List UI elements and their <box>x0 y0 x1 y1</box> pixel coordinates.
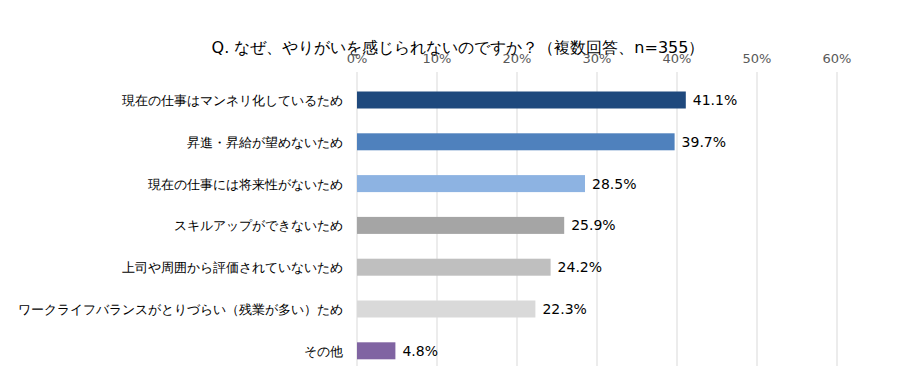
bar <box>357 217 564 234</box>
grid-line <box>677 72 678 366</box>
category-label: 上司や周囲から評価されていないため <box>122 260 343 275</box>
bar <box>357 301 535 318</box>
category-label: 現在の仕事には将来性がないため <box>148 177 343 192</box>
tick-label: 0% <box>347 51 368 66</box>
data-label: 22.3% <box>542 301 586 317</box>
bar <box>357 259 551 276</box>
bars <box>357 92 686 360</box>
chart: Q. なぜ、やりがいを感じられないのですか？（複数回答、n=355）0% 10% 2… <box>0 0 916 376</box>
grid-line <box>757 72 758 366</box>
tick-label: 20% <box>503 51 532 66</box>
category-label: 昇進・昇給が望めないため <box>187 135 343 150</box>
bar <box>357 92 686 109</box>
data-label: 41.1% <box>693 92 737 108</box>
tick-label: 50% <box>743 51 772 66</box>
grid <box>357 72 837 366</box>
grid-line <box>837 72 838 366</box>
category-label: ワークライフバランスがとりづらい（残業が多い）ため <box>18 302 343 317</box>
category-label: スキルアップができないため <box>174 218 343 233</box>
category-label: 現在の仕事はマンネリ化しているため <box>122 93 343 108</box>
data-label: 25.9% <box>571 217 615 233</box>
category-label: その他 <box>304 344 343 359</box>
data-label: 39.7% <box>682 134 726 150</box>
tick-label: 60% <box>823 51 852 66</box>
tick-label: 10% <box>423 51 452 66</box>
bar <box>357 175 585 192</box>
title: Q. なぜ、やりがいを感じられないのですか？（複数回答、n=355） <box>212 38 705 57</box>
bar <box>357 342 395 359</box>
data-label: 28.5% <box>592 176 636 192</box>
data-label: 24.2% <box>558 259 602 275</box>
tick-label: 40% <box>663 51 692 66</box>
bar <box>357 133 675 150</box>
tick-label: 30% <box>583 51 612 66</box>
data-label: 4.8% <box>402 343 438 359</box>
